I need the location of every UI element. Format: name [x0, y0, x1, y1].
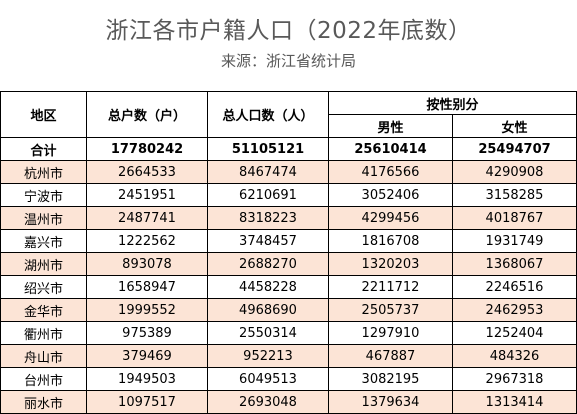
header-households: 总户数（户） [86, 91, 208, 138]
city-population: 2688270 [207, 252, 329, 276]
city-female: 2967318 [451, 367, 577, 391]
city-name: 宁波市 [0, 183, 87, 207]
header-male: 男性 [328, 114, 453, 138]
header-row-sub: 男性 女性 [1, 114, 577, 138]
table-row: 嘉兴市 1222562 3748457 1816708 1931749 [0, 229, 577, 253]
city-households: 893078 [86, 252, 208, 276]
city-male: 1816708 [328, 229, 453, 253]
city-households: 2451951 [86, 183, 208, 207]
city-households: 1658947 [86, 275, 208, 299]
table-row: 衢州市 975389 2550314 1297910 1252404 [0, 321, 577, 345]
city-male: 3052406 [328, 183, 453, 207]
city-female: 3158285 [451, 183, 577, 207]
city-female: 1368067 [451, 252, 577, 276]
population-table: 地区 总户数（户） 总人口数（人） 按性别分 男性 女性 合计 17780242… [0, 91, 577, 414]
city-population: 6210691 [207, 183, 329, 207]
city-name: 温州市 [0, 206, 87, 230]
city-name: 舟山市 [0, 344, 87, 368]
city-name: 绍兴市 [0, 275, 87, 299]
city-households: 1222562 [86, 229, 208, 253]
city-population: 8467474 [207, 160, 329, 184]
city-population: 952213 [207, 344, 329, 368]
city-female: 1313414 [451, 390, 577, 414]
city-female: 2246516 [451, 275, 577, 299]
city-female: 2462953 [451, 298, 577, 322]
city-male: 1379634 [328, 390, 453, 414]
city-population: 6049513 [207, 367, 329, 391]
city-female: 1931749 [451, 229, 577, 253]
city-name: 湖州市 [0, 252, 87, 276]
total-male: 25610414 [328, 137, 453, 161]
city-male: 1297910 [328, 321, 453, 345]
city-households: 2487741 [86, 206, 208, 230]
city-male: 2211712 [328, 275, 453, 299]
table-row: 绍兴市 1658947 4458228 2211712 2246516 [0, 275, 577, 299]
city-male: 467887 [328, 344, 453, 368]
header-region: 地区 [0, 91, 87, 138]
table-row: 温州市 2487741 8318223 4299456 4018767 [0, 206, 577, 230]
city-households: 1999552 [86, 298, 208, 322]
city-name: 衢州市 [0, 321, 87, 345]
city-male: 4176566 [328, 160, 453, 184]
city-households: 1097517 [86, 390, 208, 414]
city-male: 2505737 [328, 298, 453, 322]
total-population: 51105121 [207, 137, 329, 161]
city-households: 2664533 [86, 160, 208, 184]
city-name: 嘉兴市 [0, 229, 87, 253]
table-row: 湖州市 893078 2688270 1320203 1368067 [0, 252, 577, 276]
city-female: 4290908 [451, 160, 577, 184]
city-female: 484326 [451, 344, 577, 368]
city-population: 2693048 [207, 390, 329, 414]
header-population: 总人口数（人） [207, 91, 329, 138]
source-note: 来源：浙江省统计局 [220, 52, 356, 70]
city-name: 台州市 [0, 367, 87, 391]
city-female: 1252404 [451, 321, 577, 345]
table-row: 台州市 1949503 6049513 3082195 2967318 [0, 367, 577, 391]
city-population: 8318223 [207, 206, 329, 230]
city-population: 2550314 [207, 321, 329, 345]
table-row: 杭州市 2664533 8467474 4176566 4290908 [0, 160, 577, 184]
city-households: 975389 [86, 321, 208, 345]
table-row: 舟山市 379469 952213 467887 484326 [0, 344, 577, 368]
total-label: 合计 [0, 137, 87, 161]
table-row: 宁波市 2451951 6210691 3052406 3158285 [0, 183, 577, 207]
city-name: 金华市 [0, 298, 87, 322]
city-name: 丽水市 [0, 390, 87, 414]
city-name: 杭州市 [0, 160, 87, 184]
city-households: 379469 [86, 344, 208, 368]
city-population: 4968690 [207, 298, 329, 322]
total-households: 17780242 [86, 137, 208, 161]
page-title: 浙江各市户籍人口（2022年底数） [105, 18, 472, 44]
header-female: 女性 [451, 114, 577, 138]
total-female: 25494707 [451, 137, 577, 161]
city-population: 3748457 [207, 229, 329, 253]
city-male: 1320203 [328, 252, 453, 276]
table-row: 金华市 1999552 4968690 2505737 2462953 [0, 298, 577, 322]
total-row: 合计 17780242 51105121 25610414 25494707 [0, 137, 577, 161]
header-row-top: 地区 总户数（户） 总人口数（人） 按性别分 [0, 91, 577, 138]
header-by-sex: 按性别分 [327, 91, 577, 115]
city-population: 4458228 [207, 275, 329, 299]
city-female: 4018767 [451, 206, 577, 230]
table-row: 丽水市 1097517 2693048 1379634 1313414 [0, 390, 577, 414]
city-male: 3082195 [328, 367, 453, 391]
city-households: 1949503 [86, 367, 208, 391]
city-male: 4299456 [328, 206, 453, 230]
